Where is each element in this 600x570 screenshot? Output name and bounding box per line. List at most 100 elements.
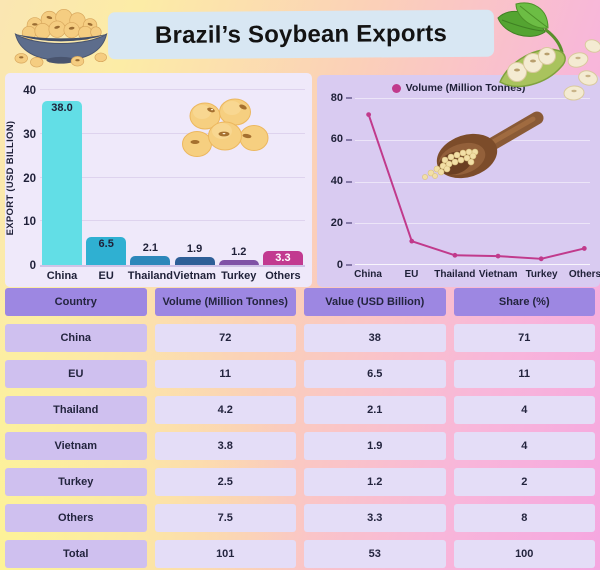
table-cell-others-value-usd-billion: 3.3 — [304, 504, 446, 532]
bar-x-label-china: China — [42, 270, 82, 283]
table-cell-total-value-usd-billion: 53 — [304, 540, 446, 568]
bar-vietnam: 1.9 — [174, 243, 215, 265]
bar-value-label: 38.0 — [51, 101, 73, 114]
data-point-others — [581, 246, 587, 251]
table-header-volume-million-tonnes: Volume (Million Tonnes) — [154, 288, 296, 316]
bar-chart-gridline — [40, 89, 305, 90]
soybean-pod-illustration — [497, 2, 600, 101]
table-cell-others-volume-million-tonnes: 7.5 — [154, 504, 296, 532]
table-cell-others-share: 8 — [453, 504, 595, 532]
table-cell-turkey-share: 2 — [453, 468, 595, 496]
bar-value-label: 1.9 — [186, 242, 203, 255]
bar-x-label-text: Thailand — [127, 270, 173, 282]
line-chart-tick-mark — [346, 97, 352, 99]
bar-value-label: 6.5 — [98, 237, 114, 250]
table-cell-thailand-volume-million-tonnes: 4.2 — [154, 396, 296, 424]
table-cell-eu-share: 11 — [453, 360, 595, 388]
line-chart-y-tick-label: 0 — [336, 258, 343, 271]
line-x-label-turkey: Turkey — [525, 269, 558, 280]
bar-eu: 6.5 — [86, 236, 127, 265]
line-x-label-thailand: Thailand — [434, 269, 476, 280]
bar-chart-y-tick-label: 30 — [23, 128, 36, 141]
bar-x-label-text: Others — [265, 270, 301, 282]
table-row-label-eu: EU — [5, 360, 147, 388]
table-cell-vietnam-value-usd-billion: 1.9 — [304, 432, 446, 460]
line-chart-gridline — [355, 223, 590, 225]
line-chart-legend: Volume (Million Tonnes) — [317, 82, 600, 94]
table-cell-vietnam-share: 4 — [453, 432, 595, 460]
volume-line — [367, 114, 585, 260]
line-x-label-others: Others — [568, 269, 600, 280]
bar-turkey: 1.2 — [218, 246, 259, 265]
line-chart-series — [366, 112, 587, 262]
bar-x-label-text: EU — [98, 270, 114, 282]
bar-chart-gridline — [40, 176, 305, 178]
data-table: Country Volume (Million Tonnes) Value (USD… — [5, 288, 595, 568]
bar-value-label: 2.1 — [142, 241, 159, 254]
bar-chart-y-tick-label: 20 — [23, 172, 36, 185]
table-row-label-total: Total — [5, 540, 147, 568]
table-cell-china-volume-million-tonnes: 72 — [154, 324, 296, 352]
bar-x-label-text: Turkey — [221, 270, 257, 282]
bar-x-label-others: Others — [263, 270, 303, 283]
table-cell-eu-value-usd-billion: 6.5 — [304, 360, 446, 388]
line-chart-x-labels: China EU Thailand Vietnam Turkey Others — [354, 269, 600, 283]
legend-label: Volume (Million Tonnes) — [405, 82, 526, 94]
line-chart-y-tick-label: 20 — [330, 216, 343, 229]
soybean-bowl-illustration — [14, 8, 108, 68]
bar-x-label-vietnam: Vietnam — [173, 270, 216, 283]
line-chart-y-ticks: 0 20 40 60 80 — [319, 92, 343, 271]
bar-chart-gridline — [40, 220, 305, 222]
table-row-label-china: China — [5, 324, 147, 352]
bar-chart-x-labels: China EU Thailand Vietnam Turkey Others — [40, 270, 305, 283]
line-chart-tick-mark — [346, 180, 352, 183]
table-cell-vietnam-volume-million-tonnes: 3.8 — [154, 432, 296, 460]
line-chart-y-tick-label: 60 — [330, 133, 343, 146]
data-point-thailand — [452, 252, 458, 258]
table-header-country: Country — [5, 288, 147, 316]
bar-chart-y-tick-label: 40 — [23, 85, 36, 97]
bar-china: 38.0 — [42, 100, 82, 265]
bar-chart-y-tick-label: 10 — [23, 216, 36, 229]
line-chart-y-tick-label: 40 — [330, 175, 343, 187]
bar-chart-y-tick-label: 0 — [29, 260, 36, 272]
bar-x-label-thailand: Thailand — [127, 270, 173, 283]
table-row-label-others: Others — [5, 504, 147, 532]
line-x-label-vietnam: Vietnam — [478, 269, 518, 280]
bar-value-label: 1.2 — [231, 245, 247, 258]
table-row-label-thailand: Thailand — [5, 396, 147, 424]
line-x-label-china: China — [354, 269, 382, 280]
soybean-cluster-illustration — [182, 98, 269, 157]
bar-chart-y-ticks: 0 10 20 30 40 — [5, 85, 36, 272]
bar-chart-bars: 38.0 6.5 2.1 1.9 1.2 3.3 — [40, 92, 305, 265]
data-point-china — [366, 112, 372, 117]
bar-x-label-eu: EU — [86, 270, 126, 283]
page-title: Brazil’s Soybean Exports — [154, 19, 448, 49]
line-chart-y-tick-label: 80 — [330, 91, 343, 104]
table-cell-thailand-share: 4 — [453, 396, 595, 424]
table-cell-eu-volume-million-tonnes: 11 — [154, 360, 296, 388]
data-point-turkey — [538, 256, 544, 262]
table-row-label-turkey: Turkey — [5, 468, 147, 496]
line-x-label-eu: EU — [404, 269, 419, 280]
line-chart-tick-mark — [346, 138, 352, 141]
bar-value-label: 3.3 — [275, 251, 291, 264]
table-cell-turkey-volume-million-tonnes: 2.5 — [154, 468, 296, 496]
legend-marker-icon — [391, 83, 401, 93]
bar-x-label-turkey: Turkey — [219, 270, 259, 283]
title-banner: Brazil’s Soybean Exports — [107, 9, 495, 60]
line-chart-tick-mark — [346, 222, 352, 225]
bar-chart-gridline — [40, 132, 305, 134]
table-header-share: Share (%) — [453, 288, 595, 316]
table-header-value-usd-billion: Value (USD Billion) — [304, 288, 446, 316]
bar-others: 3.3 — [262, 250, 303, 265]
table-cell-thailand-value-usd-billion: 2.1 — [304, 396, 446, 424]
data-point-eu — [409, 238, 415, 244]
bar-x-label-text: China — [46, 270, 78, 282]
table-cell-total-volume-million-tonnes: 101 — [154, 540, 296, 568]
line-chart-tick-mark — [346, 264, 352, 266]
line-chart-panel: Volume (Million Tonnes) 0 20 40 60 80 China E… — [317, 75, 600, 287]
bar-x-label-text: Vietnam — [173, 270, 216, 282]
table-cell-total-share: 100 — [453, 540, 595, 568]
